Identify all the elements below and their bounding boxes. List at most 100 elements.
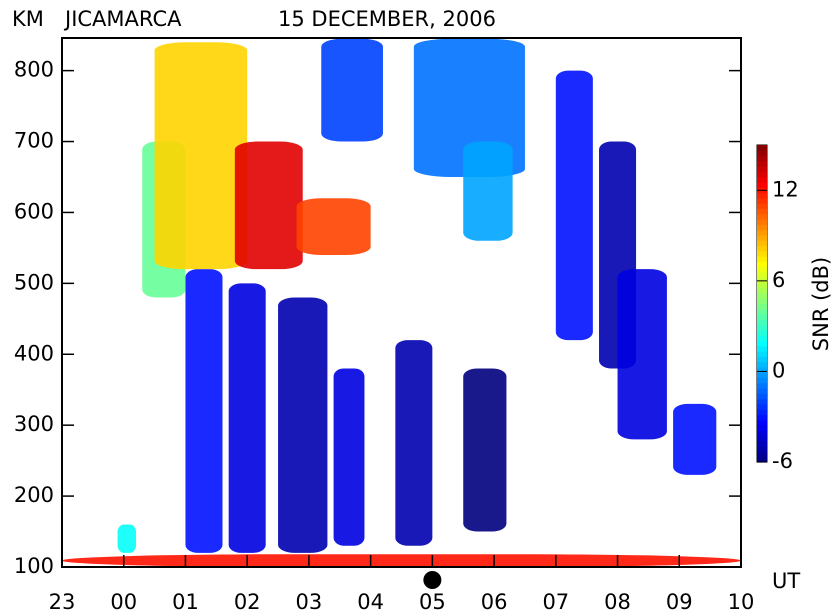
colorbar-swatch — [757, 351, 767, 357]
colorbar-swatch — [757, 430, 767, 437]
colorbar-swatch — [757, 398, 767, 405]
echo — [228, 283, 266, 553]
date: 15 DECEMBER, 2006 — [278, 7, 496, 31]
colorbar-swatch — [757, 160, 767, 167]
colorbar-swatch — [757, 403, 767, 410]
colorbar-swatch — [757, 335, 767, 342]
colorbar-tick-label: 12 — [772, 177, 799, 201]
y-tick-label: 600 — [14, 199, 54, 223]
colorbar-swatch — [757, 176, 767, 183]
x-tick-label: 01 — [172, 590, 199, 614]
colorbar-swatch — [757, 145, 767, 151]
colorbar-swatch — [757, 456, 767, 463]
echo — [234, 141, 303, 270]
y-tick-label: 400 — [14, 341, 54, 365]
y-tick-label: 500 — [14, 270, 54, 294]
colorbar-swatch — [757, 314, 767, 320]
colorbar-swatch — [757, 245, 767, 252]
x-tick-label: 08 — [604, 590, 631, 614]
colorbar-swatch — [757, 213, 767, 220]
x-tick-label: 03 — [296, 590, 323, 614]
x-tick-label: 05 — [419, 590, 446, 614]
colorbar-swatch — [757, 419, 767, 426]
colorbar-swatch — [757, 192, 767, 199]
colorbar-swatch — [757, 319, 767, 326]
colorbar-swatch — [757, 282, 767, 289]
echo — [463, 141, 513, 241]
x-tick-label: 04 — [357, 590, 384, 614]
x-tick-label: 23 — [49, 590, 76, 614]
colorbar-label: SNR (dB) — [809, 257, 833, 351]
colorbar-swatch — [757, 255, 767, 262]
frame — [61, 37, 742, 568]
colorbar-swatch — [757, 388, 767, 394]
y-tick-label: 200 — [14, 483, 54, 507]
colorbar-swatch — [757, 303, 767, 310]
echo — [278, 297, 328, 553]
colorbar-swatch — [757, 361, 767, 368]
colorbar-swatch — [757, 218, 767, 225]
plot-area — [62, 38, 741, 567]
colorbar-swatch — [757, 308, 767, 315]
colorbar-swatch — [757, 224, 767, 231]
colorbar-swatch — [757, 292, 767, 299]
colorbar-swatch — [757, 271, 767, 278]
colorbar-swatch — [757, 446, 767, 453]
colorbar-swatch — [757, 409, 767, 416]
colorbar-swatch — [757, 277, 767, 283]
colorbar-swatch — [757, 414, 767, 421]
echo — [333, 368, 365, 546]
colorbar-swatch — [757, 171, 767, 178]
colorbar-swatch — [757, 382, 767, 389]
x-tick-label: 06 — [481, 590, 508, 614]
echo — [617, 269, 667, 440]
echo — [673, 403, 717, 475]
colorbar-swatch — [757, 377, 767, 384]
station: JICAMARCA — [63, 7, 182, 31]
colorbar-swatch — [757, 356, 767, 363]
x-label: UT — [772, 569, 800, 593]
echo — [395, 340, 433, 546]
echo — [296, 198, 371, 255]
unit-label: KM — [12, 7, 44, 31]
y-tick-label: 700 — [14, 129, 54, 153]
y-tick-label: 800 — [14, 58, 54, 82]
x-tick-label: 02 — [234, 590, 261, 614]
colorbar-swatch — [757, 298, 767, 305]
colorbar-tick-label: 6 — [772, 268, 785, 292]
colorbar-swatch — [757, 261, 767, 268]
colorbar-tick-label: -6 — [772, 449, 793, 473]
colorbar-swatch — [757, 240, 767, 246]
colorbar-swatch — [757, 181, 767, 188]
colorbar-swatch — [757, 250, 767, 257]
marker — [423, 571, 442, 589]
colorbar-tick-label: 0 — [772, 358, 785, 382]
colorbar-swatch — [757, 155, 767, 162]
x-tick-label: 09 — [666, 590, 693, 614]
colorbar-swatch — [757, 287, 767, 294]
echo — [463, 368, 507, 532]
y-tick-label: 300 — [14, 412, 54, 436]
colorbar-swatch — [757, 345, 767, 352]
colorbar-swatch — [757, 208, 767, 215]
echo — [154, 42, 248, 270]
colorbar-swatch — [757, 229, 767, 236]
x-tick-label: 00 — [110, 590, 137, 614]
echo — [117, 524, 137, 553]
colorbar-swatch — [757, 340, 767, 347]
y-tick-label: 100 — [14, 554, 54, 578]
colorbar-swatch — [757, 234, 767, 241]
echo — [62, 554, 741, 567]
colorbar-swatch — [757, 329, 767, 336]
colorbar-swatch — [757, 451, 767, 458]
colorbar-swatch — [757, 197, 767, 204]
colorbar-swatch — [757, 324, 767, 331]
colorbar-swatch — [757, 372, 767, 379]
colorbar-swatch — [757, 166, 767, 173]
x-tick-label: 10 — [728, 590, 755, 614]
colorbar-swatch — [757, 203, 767, 209]
colorbar-swatch — [757, 150, 767, 157]
colorbar-swatch — [757, 435, 767, 442]
